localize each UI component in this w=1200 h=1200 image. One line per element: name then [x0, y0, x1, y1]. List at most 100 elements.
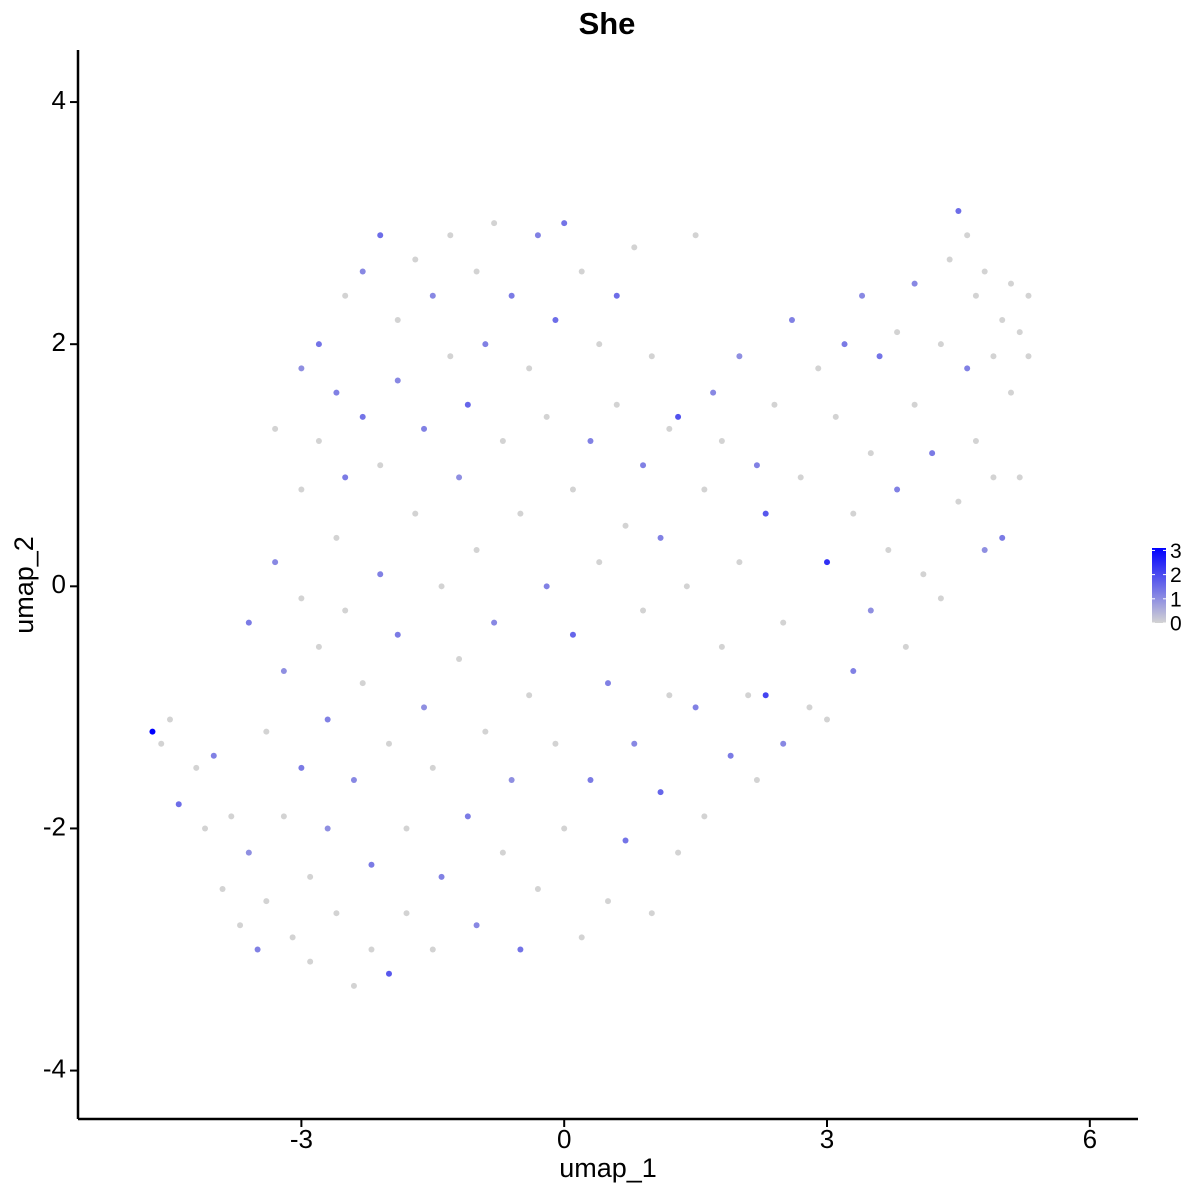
point	[307, 958, 314, 965]
point	[911, 401, 918, 408]
point	[666, 425, 673, 432]
point	[911, 280, 918, 287]
point	[964, 232, 971, 239]
y-tick-label: -2	[43, 811, 66, 841]
point	[438, 873, 445, 880]
point	[964, 365, 971, 372]
point	[850, 510, 857, 517]
point	[350, 982, 357, 989]
point	[788, 316, 795, 323]
point	[245, 849, 252, 856]
x-axis-label: umap_1	[559, 1153, 657, 1183]
point	[622, 522, 629, 529]
point	[710, 389, 717, 396]
point	[228, 813, 235, 820]
point	[675, 849, 682, 856]
point	[421, 425, 428, 432]
point	[324, 825, 331, 832]
y-tick-label: 0	[52, 569, 66, 599]
point	[929, 450, 936, 457]
point	[701, 486, 708, 493]
point	[972, 292, 979, 299]
point	[491, 220, 498, 227]
point	[640, 462, 647, 469]
point	[578, 934, 585, 941]
point	[491, 619, 498, 626]
point	[473, 268, 480, 275]
point	[990, 474, 997, 481]
point	[824, 716, 831, 723]
point	[315, 643, 322, 650]
point	[780, 740, 787, 747]
point	[385, 740, 392, 747]
y-tick-label: 4	[52, 85, 66, 115]
point	[456, 474, 463, 481]
point	[429, 764, 436, 771]
point	[149, 728, 156, 735]
point	[937, 341, 944, 348]
point	[1007, 389, 1014, 396]
point	[456, 655, 463, 662]
point	[447, 353, 454, 360]
point	[648, 353, 655, 360]
point	[885, 546, 892, 553]
point	[631, 244, 638, 251]
point	[596, 559, 603, 566]
point	[298, 595, 305, 602]
point	[605, 680, 611, 687]
point	[1025, 353, 1032, 360]
point	[368, 861, 375, 868]
point	[237, 922, 244, 929]
x-tick-label: 6	[1083, 1124, 1097, 1154]
point	[552, 740, 559, 747]
chart-title: She	[579, 6, 636, 41]
point	[902, 643, 909, 650]
point	[605, 898, 611, 905]
point	[403, 910, 410, 917]
point	[727, 752, 734, 759]
point	[613, 292, 620, 299]
point	[867, 607, 874, 614]
point	[894, 329, 901, 336]
color-tick-label: 3	[1170, 540, 1182, 563]
x-tick-label: 3	[820, 1124, 834, 1154]
point	[166, 716, 173, 723]
point	[736, 559, 743, 566]
point	[937, 595, 944, 602]
point	[447, 232, 454, 239]
point	[1016, 474, 1023, 481]
point	[955, 208, 962, 215]
point	[359, 413, 366, 420]
point	[569, 631, 576, 638]
point	[771, 401, 778, 408]
point	[666, 692, 673, 699]
point	[701, 813, 708, 820]
point	[578, 268, 585, 275]
y-axis-label: umap_2	[9, 536, 39, 634]
point	[412, 510, 419, 517]
point	[806, 704, 813, 711]
point	[613, 401, 620, 408]
point	[272, 425, 279, 432]
point	[333, 389, 340, 396]
point	[1007, 280, 1014, 287]
color-tick-label: 1	[1170, 588, 1182, 611]
point	[824, 559, 831, 566]
point	[377, 232, 384, 239]
point	[999, 534, 1006, 541]
point	[473, 546, 480, 553]
point	[622, 837, 629, 844]
point	[403, 825, 410, 832]
point	[736, 353, 743, 360]
point	[298, 486, 305, 493]
point	[219, 885, 226, 892]
point	[876, 353, 883, 360]
point	[526, 365, 533, 372]
point	[158, 740, 165, 747]
point	[920, 571, 927, 578]
point	[324, 716, 331, 723]
point	[412, 256, 419, 263]
point	[797, 474, 804, 481]
point	[263, 898, 270, 905]
point	[692, 232, 699, 239]
